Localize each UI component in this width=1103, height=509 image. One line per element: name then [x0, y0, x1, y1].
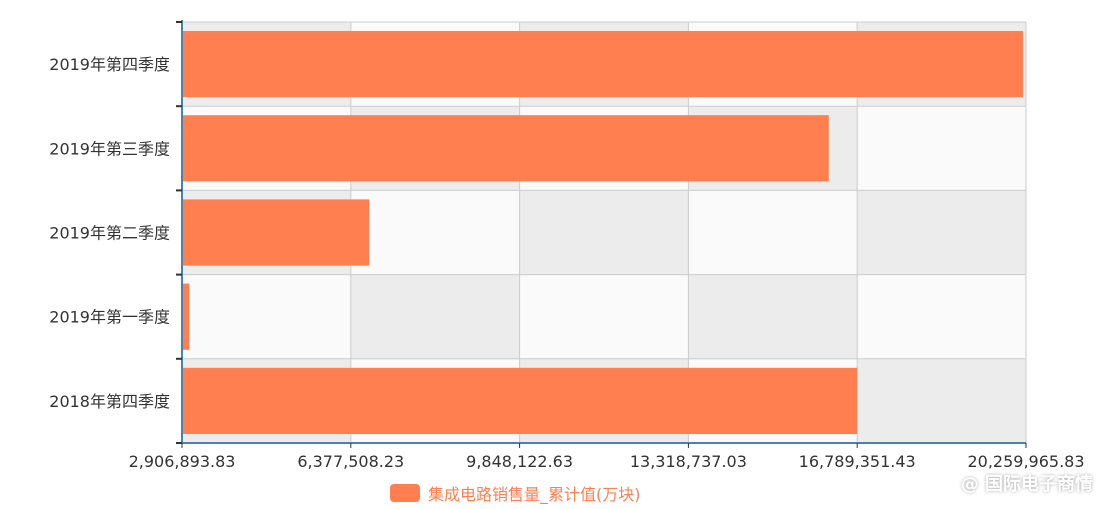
plot-band — [350, 274, 520, 359]
y-axis-tick-labels: 2019年第四季度 2019年第三季度 2019年第二季度 2019年第一季度 2018… — [49, 55, 170, 411]
plot-band — [350, 190, 520, 275]
plot-band — [688, 190, 858, 275]
x-tick-label: 2,906,893.83 — [129, 452, 236, 471]
bars — [182, 31, 1024, 434]
plot-band — [857, 274, 1026, 359]
plot-band — [688, 274, 858, 359]
y-tick-label: 2019年第一季度 — [49, 308, 170, 327]
x-axis-tick-labels: 2,906,893.83 6,377,508.23 9,848,122.63 13,3… — [129, 452, 1085, 471]
x-tick-label: 16,789,351.43 — [799, 452, 916, 471]
bar-2019年第四季度 — [182, 31, 1024, 98]
plot-band — [857, 358, 1026, 443]
x-tick-label: 9,848,122.63 — [466, 452, 573, 471]
plot-band — [857, 190, 1026, 275]
bar-2018年第四季度 — [182, 367, 858, 434]
legend-swatch — [390, 484, 420, 502]
bar-2019年第三季度 — [182, 115, 829, 182]
y-tick-label: 2019年第二季度 — [49, 224, 170, 243]
y-tick-label: 2019年第三季度 — [49, 139, 170, 158]
axes — [176, 20, 1027, 448]
y-tick-label: 2018年第四季度 — [49, 392, 170, 411]
legend-label: 集成电路销售量_累计值(万块) — [428, 485, 641, 504]
x-tick-label: 6,377,508.23 — [297, 452, 404, 471]
watermark: @ 国际电子商情 — [952, 468, 1101, 498]
bar-chart: 2019年第四季度 2019年第三季度 2019年第二季度 2019年第一季度 2018… — [49, 20, 1085, 471]
plot-band — [182, 274, 351, 359]
x-tick-label: 13,318,737.03 — [630, 452, 747, 471]
x-tick-label: 20,259,965.83 — [967, 452, 1084, 471]
bar-2019年第一季度 — [182, 283, 190, 350]
bar-2019年第二季度 — [182, 199, 370, 266]
plot-band — [857, 106, 1026, 191]
legend[interactable]: 集成电路销售量_累计值(万块) — [390, 482, 641, 504]
plot-band — [519, 274, 689, 359]
y-tick-label: 2019年第四季度 — [49, 55, 170, 74]
plot-band — [519, 190, 689, 275]
